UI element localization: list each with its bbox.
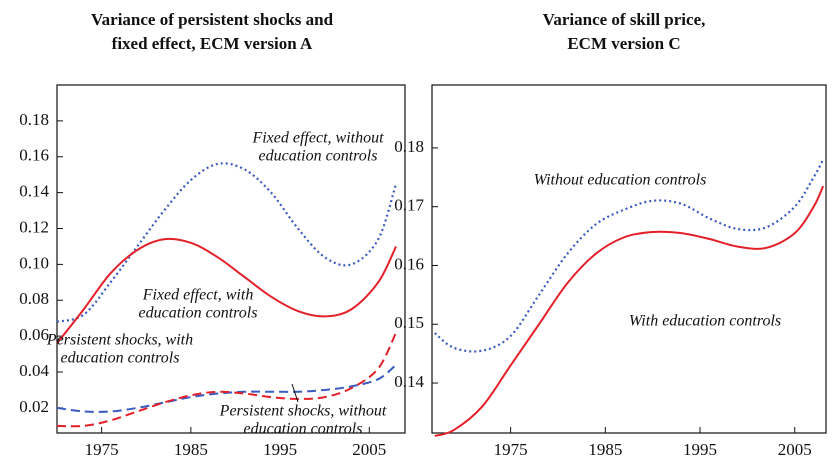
series-line [434, 185, 825, 437]
x-tick-label: 1985 [588, 440, 622, 459]
chart-title: ECM version C [567, 34, 680, 53]
y-tick-label: 0.10 [19, 253, 49, 272]
x-tick-label: 2005 [352, 440, 386, 459]
plot-frame [431, 84, 827, 434]
y-tick-label: 0.15 [394, 313, 424, 332]
series-label: education controls [139, 305, 258, 322]
series-line [56, 332, 397, 428]
y-tick-label: 0.14 [19, 182, 49, 201]
x-tick-label: 1975 [85, 440, 119, 459]
leader-line [291, 383, 299, 403]
y-tick-label: 0.08 [19, 289, 49, 308]
series-label: With education controls [629, 313, 781, 330]
y-tick-label: 0.18 [394, 137, 424, 156]
y-tick-label: 0.16 [394, 254, 424, 273]
series-line [56, 237, 397, 344]
y-tick-label: 0.06 [19, 325, 49, 344]
x-tick-label: 1995 [263, 440, 297, 459]
y-tick-label: 0.18 [19, 110, 49, 129]
y-tick-label: 0.12 [19, 217, 49, 236]
series-label: Without education controls [534, 172, 707, 189]
plot-frame [56, 84, 406, 434]
series-label: education controls [244, 421, 363, 438]
y-tick-label: 0.14 [394, 372, 424, 391]
x-tick-label: 1985 [174, 440, 208, 459]
series-label: Fixed effect, with [142, 287, 254, 304]
x-tick-label: 2005 [778, 440, 812, 459]
x-tick-label: 1975 [494, 440, 528, 459]
chart-title: Variance of persistent shocks and [91, 10, 334, 29]
y-tick-label: 0.16 [19, 146, 49, 165]
series-label: Persistent shocks, with [46, 332, 193, 349]
series-line [56, 364, 397, 413]
chart-title: Variance of skill price, [543, 10, 706, 29]
series-line [56, 162, 398, 323]
series-label: education controls [259, 148, 378, 165]
y-tick-label: 0.17 [394, 196, 424, 215]
y-tick-label: 0.02 [19, 397, 49, 416]
x-tick-label: 1995 [683, 440, 717, 459]
series-label: education controls [61, 350, 180, 367]
series-label: Fixed effect, without [251, 130, 384, 147]
y-tick-label: 0.04 [19, 361, 49, 380]
series-line [434, 159, 825, 353]
series-label: Persistent shocks, without [219, 403, 387, 420]
chart-title: fixed effect, ECM version A [112, 34, 313, 53]
